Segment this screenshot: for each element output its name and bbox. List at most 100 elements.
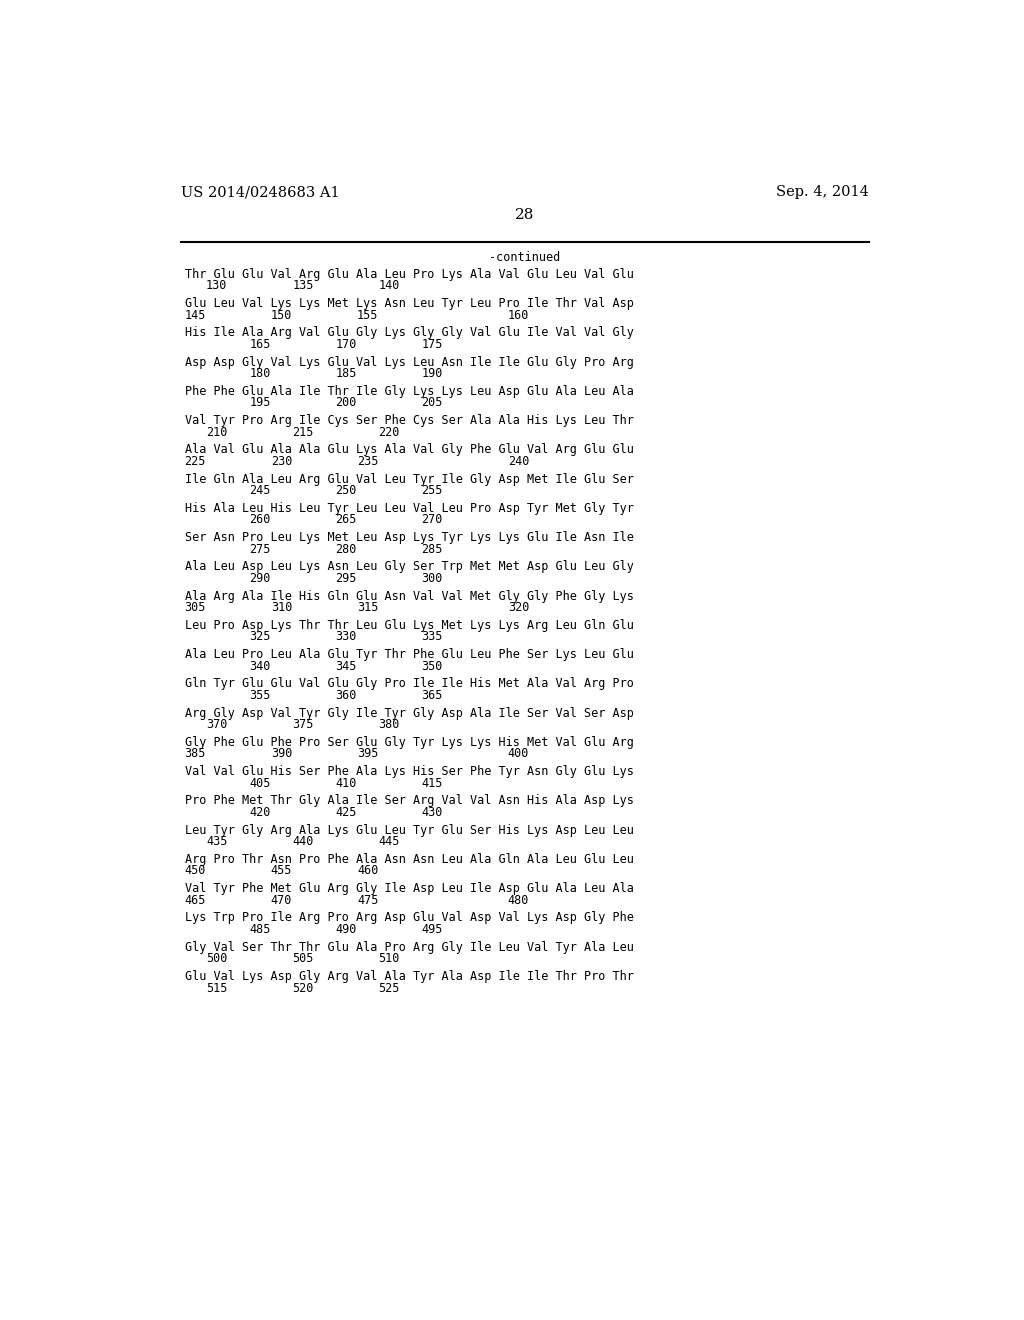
Text: 525: 525 xyxy=(379,982,399,994)
Text: 195: 195 xyxy=(249,396,270,409)
Text: Ala Leu Pro Leu Ala Glu Tyr Thr Phe Glu Leu Phe Ser Lys Leu Glu: Ala Leu Pro Leu Ala Glu Tyr Thr Phe Glu … xyxy=(184,648,634,661)
Text: 160: 160 xyxy=(508,309,529,322)
Text: 480: 480 xyxy=(508,894,529,907)
Text: 320: 320 xyxy=(508,601,529,614)
Text: 440: 440 xyxy=(292,836,313,849)
Text: Sep. 4, 2014: Sep. 4, 2014 xyxy=(776,185,869,199)
Text: 200: 200 xyxy=(336,396,356,409)
Text: 385: 385 xyxy=(184,747,206,760)
Text: Ala Arg Ala Ile His Gln Glu Asn Val Val Met Gly Gly Phe Gly Lys: Ala Arg Ala Ile His Gln Glu Asn Val Val … xyxy=(184,590,634,603)
Text: 28: 28 xyxy=(515,209,535,223)
Text: US 2014/0248683 A1: US 2014/0248683 A1 xyxy=(180,185,339,199)
Text: 340: 340 xyxy=(249,660,270,673)
Text: Arg Gly Asp Val Tyr Gly Ile Tyr Gly Asp Ala Ile Ser Val Ser Asp: Arg Gly Asp Val Tyr Gly Ile Tyr Gly Asp … xyxy=(184,706,634,719)
Text: His Ile Ala Arg Val Glu Gly Lys Gly Gly Val Glu Ile Val Val Gly: His Ile Ala Arg Val Glu Gly Lys Gly Gly … xyxy=(184,326,634,339)
Text: Leu Pro Asp Lys Thr Thr Leu Glu Lys Met Lys Lys Arg Leu Gln Glu: Leu Pro Asp Lys Thr Thr Leu Glu Lys Met … xyxy=(184,619,634,632)
Text: 260: 260 xyxy=(249,513,270,527)
Text: 325: 325 xyxy=(249,631,270,643)
Text: 280: 280 xyxy=(336,543,356,556)
Text: 265: 265 xyxy=(336,513,356,527)
Text: 410: 410 xyxy=(336,776,356,789)
Text: 415: 415 xyxy=(422,776,443,789)
Text: 390: 390 xyxy=(270,747,292,760)
Text: 460: 460 xyxy=(357,865,378,878)
Text: 285: 285 xyxy=(422,543,443,556)
Text: 450: 450 xyxy=(184,865,206,878)
Text: Gln Tyr Glu Glu Val Glu Gly Pro Ile Ile His Met Ala Val Arg Pro: Gln Tyr Glu Glu Val Glu Gly Pro Ile Ile … xyxy=(184,677,634,690)
Text: 475: 475 xyxy=(357,894,378,907)
Text: Glu Leu Val Lys Lys Met Lys Asn Leu Tyr Leu Pro Ile Thr Val Asp: Glu Leu Val Lys Lys Met Lys Asn Leu Tyr … xyxy=(184,297,634,310)
Text: Val Tyr Pro Arg Ile Cys Ser Phe Cys Ser Ala Ala His Lys Leu Thr: Val Tyr Pro Arg Ile Cys Ser Phe Cys Ser … xyxy=(184,414,634,428)
Text: -continued: -continued xyxy=(489,251,560,264)
Text: 330: 330 xyxy=(336,631,356,643)
Text: 185: 185 xyxy=(336,367,356,380)
Text: 435: 435 xyxy=(206,836,227,849)
Text: Ala Leu Asp Leu Lys Asn Leu Gly Ser Trp Met Met Asp Glu Leu Gly: Ala Leu Asp Leu Lys Asn Leu Gly Ser Trp … xyxy=(184,561,634,573)
Text: 150: 150 xyxy=(270,309,292,322)
Text: Ala Val Glu Ala Ala Glu Lys Ala Val Gly Phe Glu Val Arg Glu Glu: Ala Val Glu Ala Ala Glu Lys Ala Val Gly … xyxy=(184,444,634,457)
Text: Gly Val Ser Thr Thr Glu Ala Pro Arg Gly Ile Leu Val Tyr Ala Leu: Gly Val Ser Thr Thr Glu Ala Pro Arg Gly … xyxy=(184,941,634,954)
Text: 490: 490 xyxy=(336,923,356,936)
Text: 155: 155 xyxy=(357,309,378,322)
Text: 310: 310 xyxy=(270,601,292,614)
Text: 175: 175 xyxy=(422,338,443,351)
Text: 300: 300 xyxy=(422,572,443,585)
Text: 400: 400 xyxy=(508,747,529,760)
Text: Pro Phe Met Thr Gly Ala Ile Ser Arg Val Val Asn His Ala Asp Lys: Pro Phe Met Thr Gly Ala Ile Ser Arg Val … xyxy=(184,795,634,808)
Text: His Ala Leu His Leu Tyr Leu Leu Val Leu Pro Asp Tyr Met Gly Tyr: His Ala Leu His Leu Tyr Leu Leu Val Leu … xyxy=(184,502,634,515)
Text: 245: 245 xyxy=(249,484,270,498)
Text: 145: 145 xyxy=(184,309,206,322)
Text: 370: 370 xyxy=(206,718,227,731)
Text: 365: 365 xyxy=(422,689,443,702)
Text: Val Tyr Phe Met Glu Arg Gly Ile Asp Leu Ile Asp Glu Ala Leu Ala: Val Tyr Phe Met Glu Arg Gly Ile Asp Leu … xyxy=(184,882,634,895)
Text: 250: 250 xyxy=(336,484,356,498)
Text: 225: 225 xyxy=(184,455,206,467)
Text: 180: 180 xyxy=(249,367,270,380)
Text: Val Val Glu His Ser Phe Ala Lys His Ser Phe Tyr Asn Gly Glu Lys: Val Val Glu His Ser Phe Ala Lys His Ser … xyxy=(184,766,634,779)
Text: 470: 470 xyxy=(270,894,292,907)
Text: Ile Gln Ala Leu Arg Glu Val Leu Tyr Ile Gly Asp Met Ile Glu Ser: Ile Gln Ala Leu Arg Glu Val Leu Tyr Ile … xyxy=(184,473,634,486)
Text: 485: 485 xyxy=(249,923,270,936)
Text: 190: 190 xyxy=(422,367,443,380)
Text: 295: 295 xyxy=(336,572,356,585)
Text: 395: 395 xyxy=(357,747,378,760)
Text: 130: 130 xyxy=(206,280,227,292)
Text: 465: 465 xyxy=(184,894,206,907)
Text: 420: 420 xyxy=(249,807,270,818)
Text: 355: 355 xyxy=(249,689,270,702)
Text: Lys Trp Pro Ile Arg Pro Arg Asp Glu Val Asp Val Lys Asp Gly Phe: Lys Trp Pro Ile Arg Pro Arg Asp Glu Val … xyxy=(184,911,634,924)
Text: Asp Asp Gly Val Lys Glu Val Lys Leu Asn Ile Ile Glu Gly Pro Arg: Asp Asp Gly Val Lys Glu Val Lys Leu Asn … xyxy=(184,355,634,368)
Text: 380: 380 xyxy=(379,718,399,731)
Text: 220: 220 xyxy=(379,425,399,438)
Text: 205: 205 xyxy=(422,396,443,409)
Text: 350: 350 xyxy=(422,660,443,673)
Text: 510: 510 xyxy=(379,952,399,965)
Text: Thr Glu Glu Val Arg Glu Ala Leu Pro Lys Ala Val Glu Leu Val Glu: Thr Glu Glu Val Arg Glu Ala Leu Pro Lys … xyxy=(184,268,634,281)
Text: Leu Tyr Gly Arg Ala Lys Glu Leu Tyr Glu Ser His Lys Asp Leu Leu: Leu Tyr Gly Arg Ala Lys Glu Leu Tyr Glu … xyxy=(184,824,634,837)
Text: 495: 495 xyxy=(422,923,443,936)
Text: 335: 335 xyxy=(422,631,443,643)
Text: 290: 290 xyxy=(249,572,270,585)
Text: Glu Val Lys Asp Gly Arg Val Ala Tyr Ala Asp Ile Ile Thr Pro Thr: Glu Val Lys Asp Gly Arg Val Ala Tyr Ala … xyxy=(184,970,634,983)
Text: 235: 235 xyxy=(357,455,378,467)
Text: 255: 255 xyxy=(422,484,443,498)
Text: Gly Phe Glu Phe Pro Ser Glu Gly Tyr Lys Lys His Met Val Glu Arg: Gly Phe Glu Phe Pro Ser Glu Gly Tyr Lys … xyxy=(184,737,634,748)
Text: 275: 275 xyxy=(249,543,270,556)
Text: 210: 210 xyxy=(206,425,227,438)
Text: Phe Phe Glu Ala Ile Thr Ile Gly Lys Lys Leu Asp Glu Ala Leu Ala: Phe Phe Glu Ala Ile Thr Ile Gly Lys Lys … xyxy=(184,385,634,397)
Text: 305: 305 xyxy=(184,601,206,614)
Text: 215: 215 xyxy=(292,425,313,438)
Text: 520: 520 xyxy=(292,982,313,994)
Text: 140: 140 xyxy=(379,280,399,292)
Text: 425: 425 xyxy=(336,807,356,818)
Text: 240: 240 xyxy=(508,455,529,467)
Text: Ser Asn Pro Leu Lys Met Leu Asp Lys Tyr Lys Lys Glu Ile Asn Ile: Ser Asn Pro Leu Lys Met Leu Asp Lys Tyr … xyxy=(184,531,634,544)
Text: 230: 230 xyxy=(270,455,292,467)
Text: 165: 165 xyxy=(249,338,270,351)
Text: 345: 345 xyxy=(336,660,356,673)
Text: 170: 170 xyxy=(336,338,356,351)
Text: 445: 445 xyxy=(379,836,399,849)
Text: 135: 135 xyxy=(292,280,313,292)
Text: 430: 430 xyxy=(422,807,443,818)
Text: 375: 375 xyxy=(292,718,313,731)
